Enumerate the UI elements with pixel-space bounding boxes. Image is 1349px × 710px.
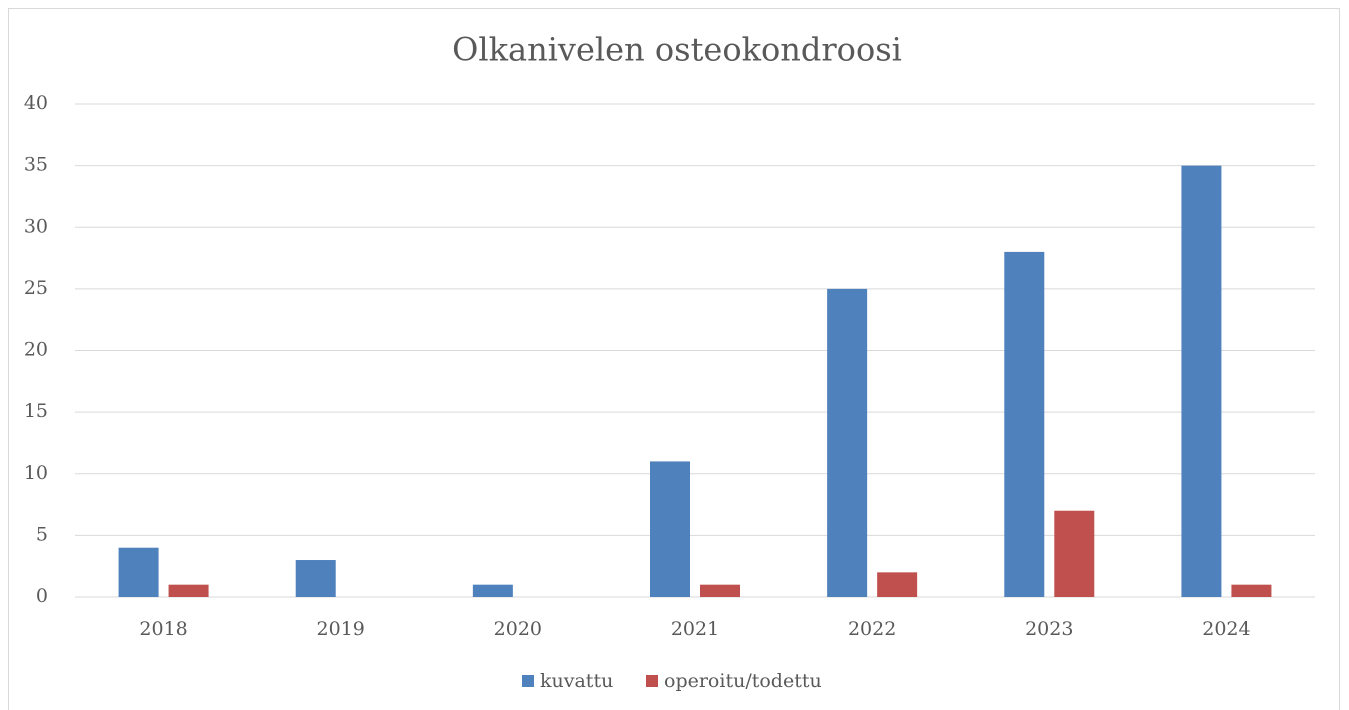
y-tick-label: 0 bbox=[36, 585, 48, 607]
legend-label: kuvattu bbox=[540, 670, 613, 692]
chart-title: Olkanivelen osteokondroosi bbox=[452, 31, 902, 69]
x-tick-label: 2019 bbox=[317, 618, 365, 640]
x-tick-label: 2023 bbox=[1025, 618, 1073, 640]
bar bbox=[877, 572, 918, 597]
x-tick-label: 2018 bbox=[139, 618, 187, 640]
x-tick-label: 2020 bbox=[494, 618, 542, 640]
bar bbox=[1054, 510, 1095, 597]
bar bbox=[1004, 251, 1045, 597]
chart-border bbox=[8, 8, 1340, 710]
y-tick-label: 5 bbox=[36, 523, 48, 545]
bar bbox=[168, 584, 209, 597]
y-tick-label: 15 bbox=[24, 400, 48, 422]
y-tick-label: 30 bbox=[24, 215, 48, 237]
x-tick-label: 2024 bbox=[1202, 618, 1250, 640]
bar bbox=[827, 288, 868, 597]
bar bbox=[1231, 584, 1272, 597]
bar bbox=[295, 560, 336, 597]
bar bbox=[472, 584, 513, 597]
x-tick-label: 2021 bbox=[671, 618, 719, 640]
y-tick-label: 20 bbox=[24, 339, 48, 361]
legend-swatch bbox=[522, 675, 534, 687]
y-tick-label: 25 bbox=[24, 277, 48, 299]
bar bbox=[1181, 165, 1222, 597]
bar bbox=[700, 584, 740, 597]
legend-swatch bbox=[646, 675, 658, 687]
bar bbox=[118, 547, 159, 597]
bar bbox=[650, 461, 690, 597]
y-tick-label: 35 bbox=[24, 154, 48, 176]
legend-label: operoitu/todettu bbox=[664, 670, 822, 692]
x-tick-label: 2022 bbox=[848, 618, 896, 640]
y-tick-label: 40 bbox=[24, 92, 48, 114]
y-tick-label: 10 bbox=[24, 462, 48, 484]
